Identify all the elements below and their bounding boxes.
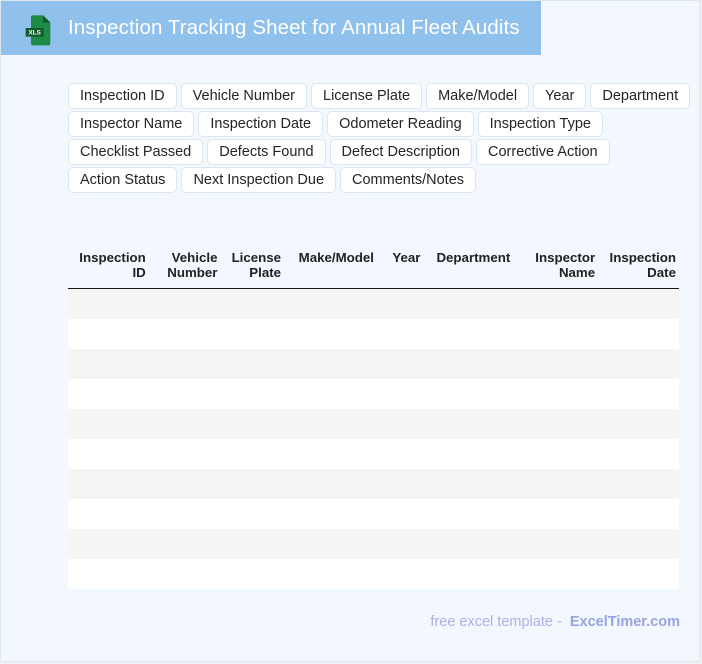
svg-text:XLS: XLS bbox=[29, 29, 41, 36]
